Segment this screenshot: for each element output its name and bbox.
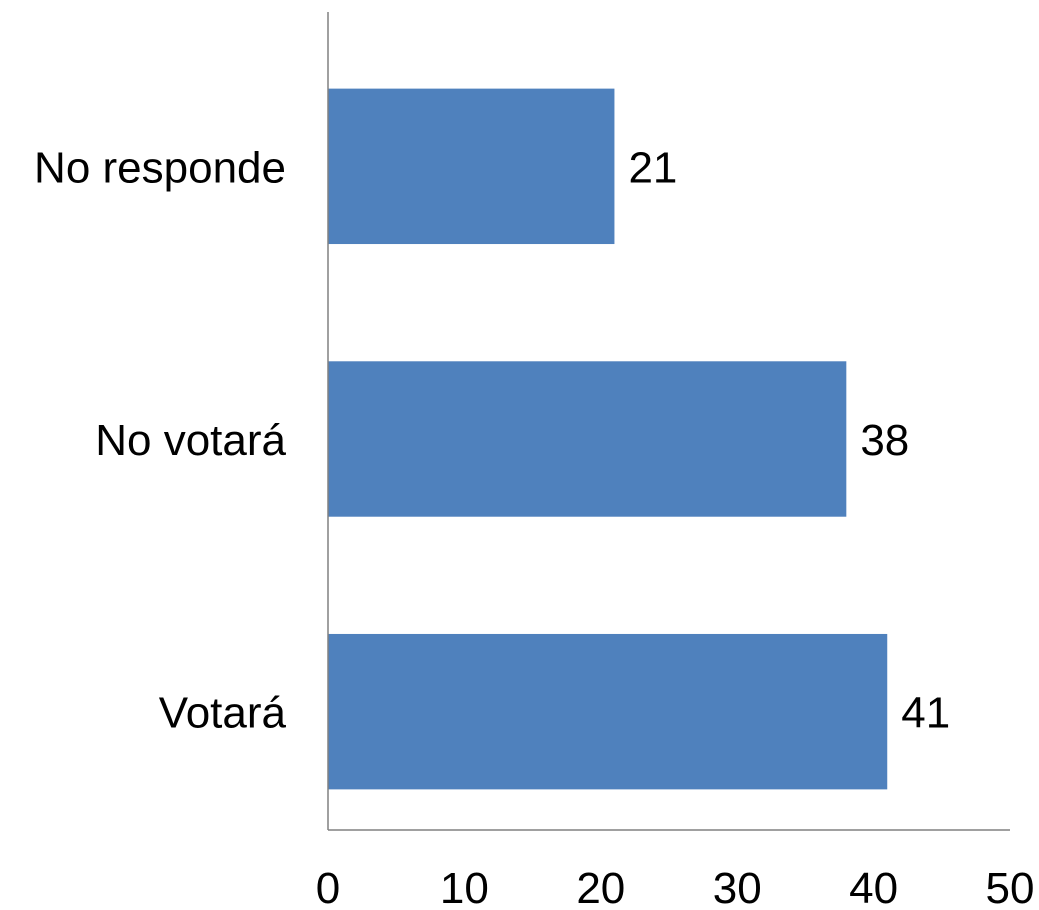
bar-1 — [328, 361, 847, 517]
category-label-1: No votará — [95, 416, 286, 465]
x-tick-label-4: 40 — [849, 864, 898, 910]
data-label-2: 41 — [901, 689, 950, 738]
x-tick-label-1: 10 — [440, 864, 489, 910]
x-tick-labels-group: 0 10 20 30 40 50 — [316, 864, 1035, 910]
bar-0 — [328, 88, 615, 245]
x-tick-label-0: 0 — [316, 864, 340, 910]
data-label-0: 21 — [628, 143, 677, 192]
category-label-0: No responde — [34, 143, 286, 192]
x-tick-label-2: 20 — [576, 864, 625, 910]
data-label-1: 38 — [860, 416, 909, 465]
data-labels-group: 21 38 41 — [628, 143, 950, 737]
bar-2 — [328, 633, 888, 790]
category-labels-group: No responde No votará Votará — [34, 143, 286, 737]
category-label-2: Votará — [159, 689, 287, 738]
x-tick-label-3: 30 — [713, 864, 762, 910]
bars-group — [328, 88, 888, 790]
x-tick-label-5: 50 — [986, 864, 1035, 910]
